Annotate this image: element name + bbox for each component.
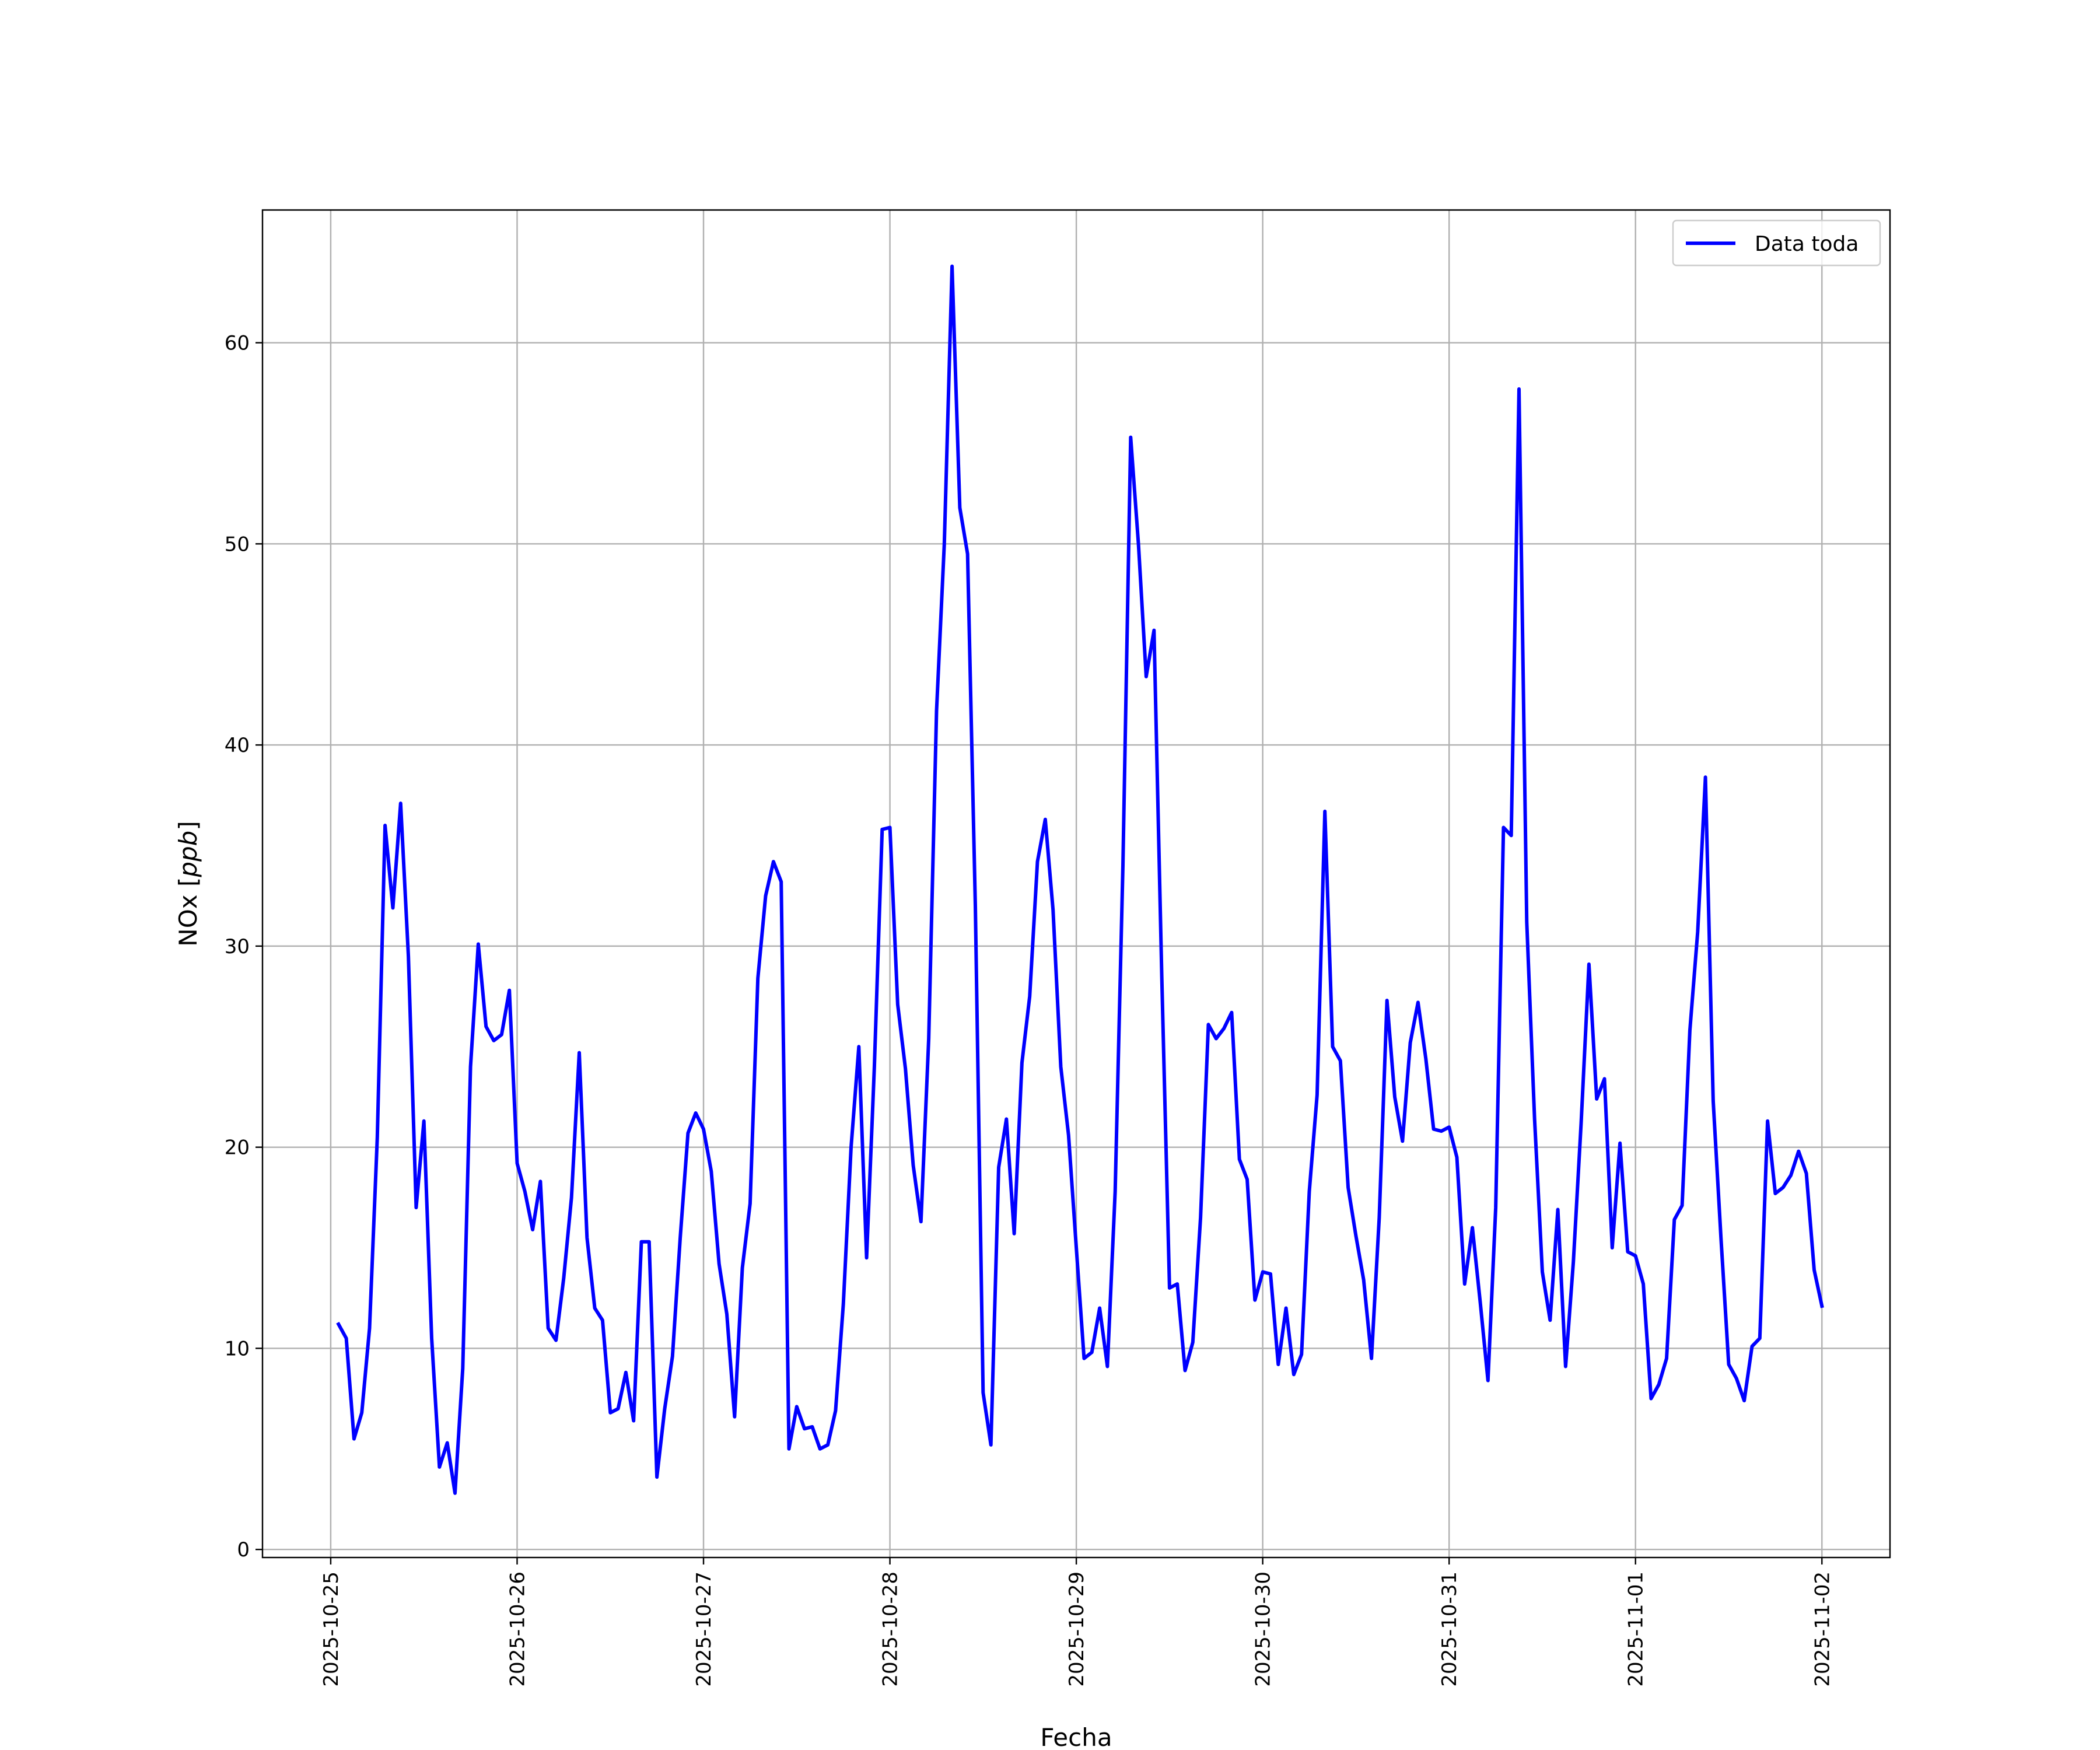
y-axis: 0 10 20 30 40 50 60 (225, 332, 262, 1562)
y-tick-label: 10 (225, 1337, 250, 1360)
x-tick-label: 2025-10-31 (1438, 1572, 1461, 1687)
x-tick-label: 2025-10-27 (692, 1572, 716, 1687)
y-axis-label-bracket-close: ] (174, 821, 202, 830)
x-tick-label: 2025-10-26 (506, 1572, 529, 1687)
legend: Data toda (1672, 219, 1881, 267)
x-tick-label: 2025-10-25 (320, 1572, 343, 1687)
y-axis-label-unit: ppb (174, 831, 202, 878)
y-tick-label: 40 (225, 734, 250, 757)
y-axis-label: NOx [ppb] (174, 821, 202, 946)
x-gridlines (330, 210, 1823, 1558)
legend-box (1672, 219, 1881, 267)
y-tick-label: 60 (225, 332, 250, 355)
x-tick-label: 2025-10-28 (879, 1572, 902, 1687)
y-tick-label: 30 (225, 935, 250, 958)
y-gridlines (262, 342, 1890, 1550)
y-axis-label-main: NOx (174, 887, 202, 947)
legend-label-data-toda: Data toda (1755, 232, 1859, 256)
x-axis-label: Fecha (1040, 1723, 1112, 1750)
y-tick-label: 20 (225, 1136, 250, 1160)
x-axis: 2025-10-25 2025-10-26 2025-10-27 2025-10-28… (320, 1558, 1834, 1687)
y-tick-label: 0 (237, 1538, 250, 1562)
x-tick-label: 2025-11-02 (1811, 1572, 1834, 1687)
x-tick-label: 2025-10-29 (1065, 1572, 1088, 1687)
y-axis-label-bracket-open: [ (174, 877, 202, 887)
x-tick-label: 2025-11-01 (1625, 1572, 1648, 1687)
series-line-data-toda (336, 264, 1824, 1495)
x-tick-label: 2025-10-30 (1252, 1572, 1275, 1687)
y-tick-label: 50 (225, 533, 250, 556)
